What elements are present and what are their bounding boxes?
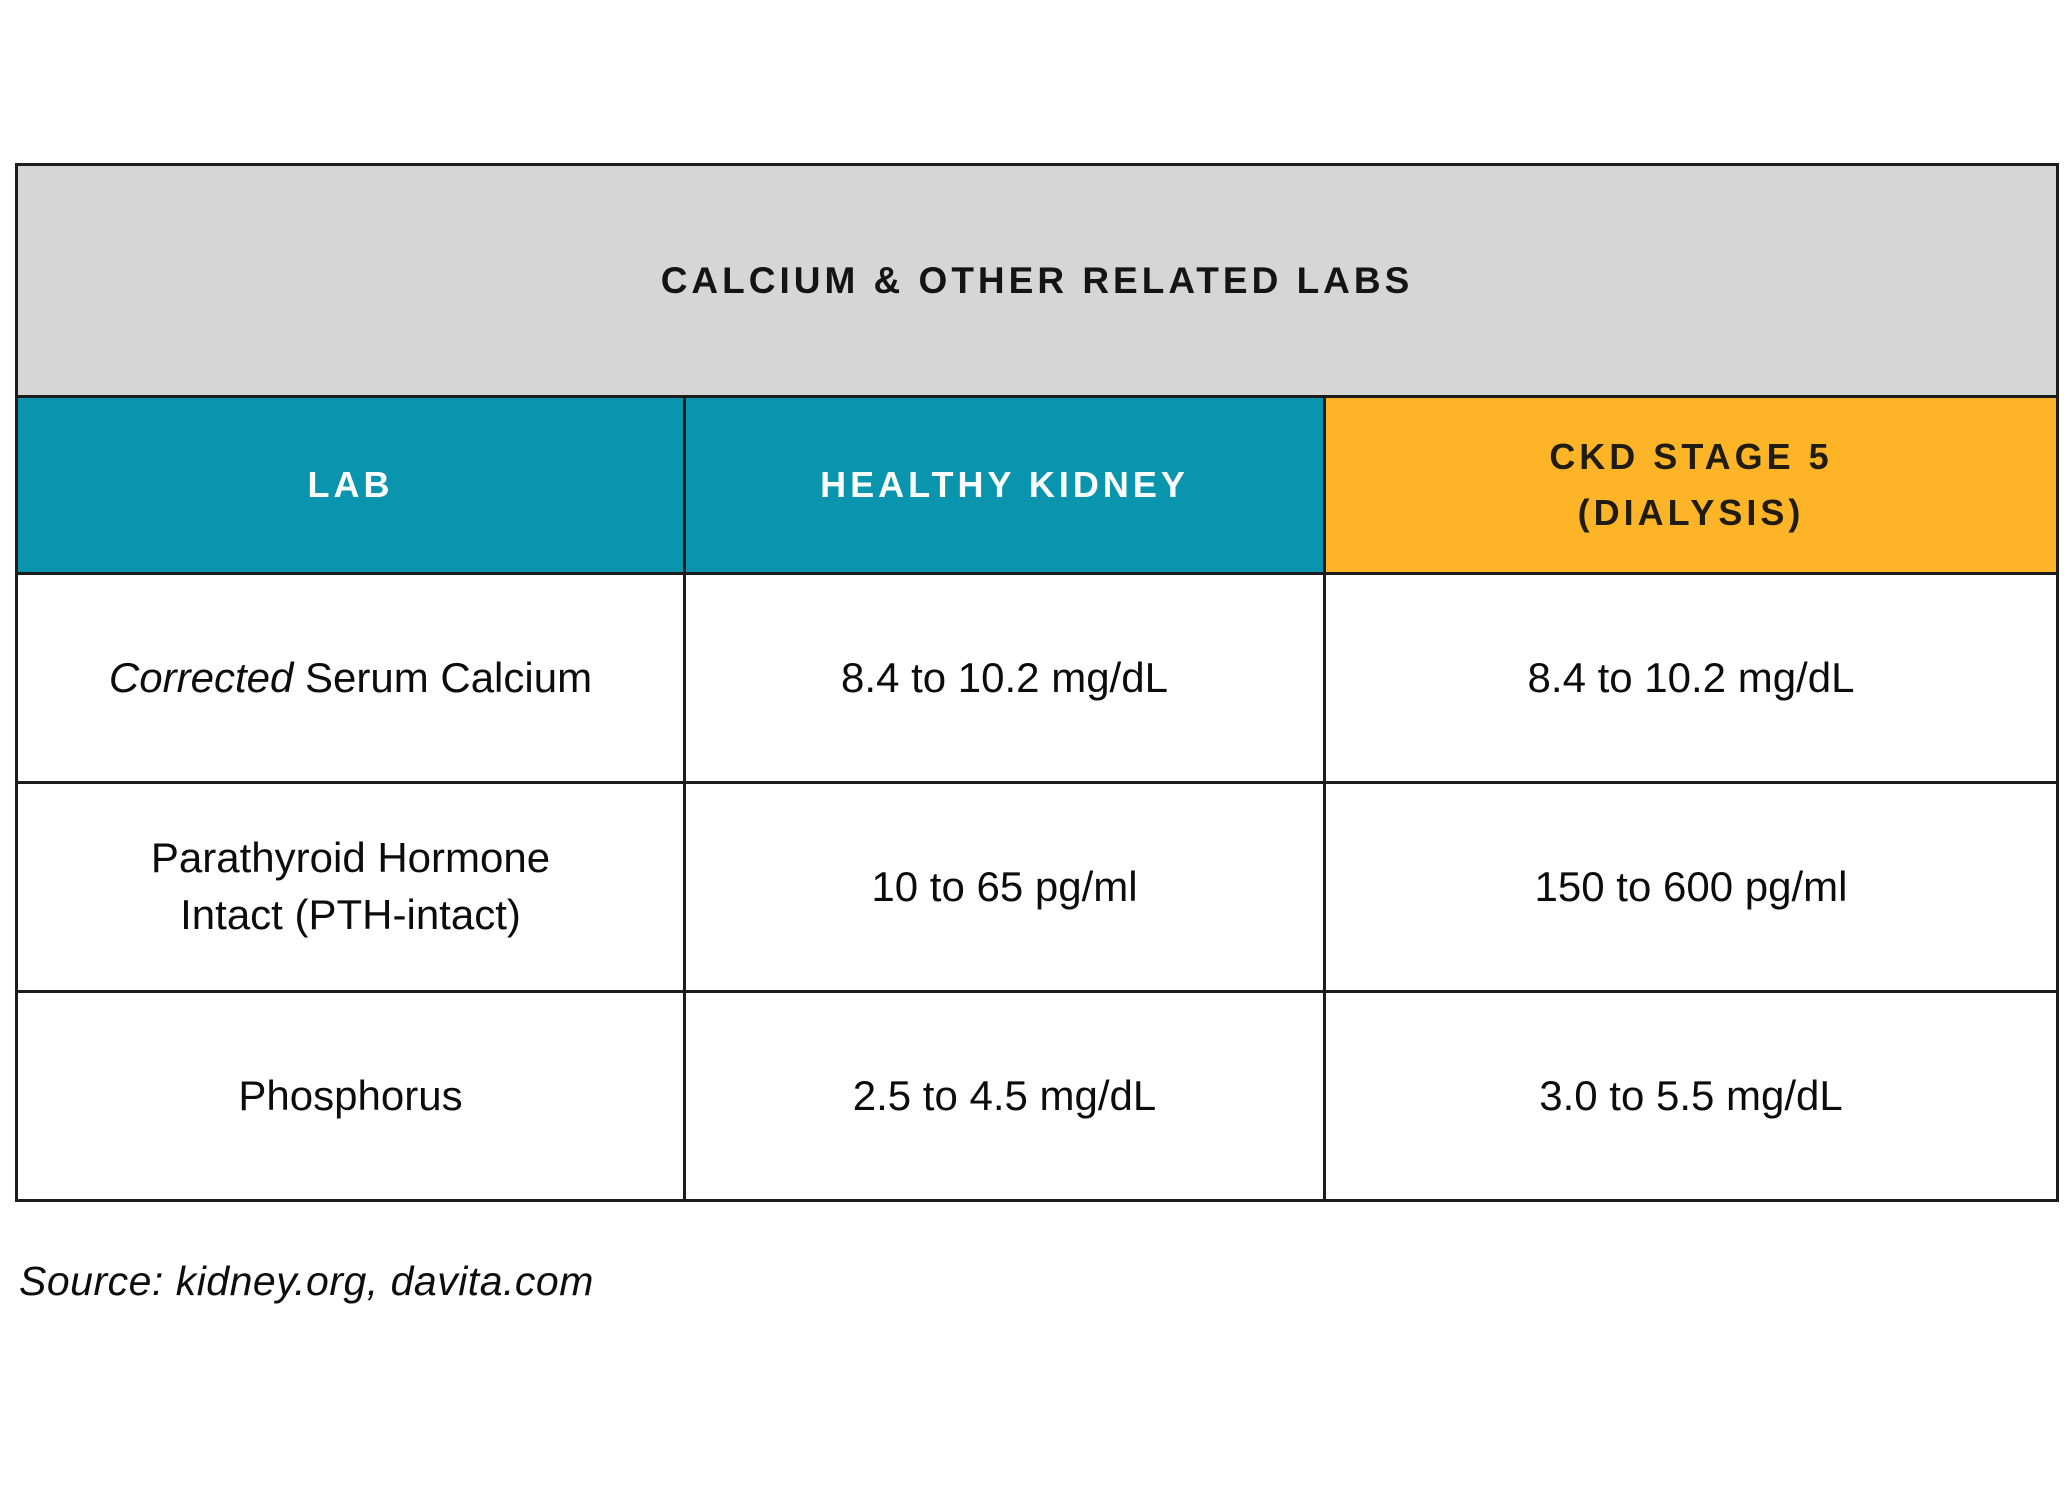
lab-name-italic-part: Corrected [108, 653, 294, 701]
table-title-row: CALCIUM & OTHER RELATED LABS [15, 163, 2059, 398]
table-row: Phosphorus 2.5 to 4.5 mg/dL 3.0 to 5.5 m… [15, 990, 2059, 1202]
ckd-stage5-value-cell: 3.0 to 5.5 mg/dL [1323, 990, 2059, 1202]
lab-name-cell: Parathyroid Hormone Intact (PTH-intact) [15, 781, 686, 993]
table-row: Parathyroid Hormone Intact (PTH-intact) … [15, 781, 2059, 993]
column-header-lab: LAB [15, 395, 686, 575]
healthy-kidney-value-cell: 2.5 to 4.5 mg/dL [683, 990, 1326, 1202]
lab-name-cell: Phosphorus [15, 990, 686, 1202]
table-row: Corrected Serum Calcium 8.4 to 10.2 mg/d… [15, 572, 2059, 784]
source-citation: Source: kidney.org, davita.com [19, 1258, 594, 1304]
ckd-stage5-value-cell: 8.4 to 10.2 mg/dL [1323, 572, 2059, 784]
column-header-ckd-stage5: CKD STAGE 5 (DIALYSIS) [1323, 395, 2059, 575]
table-header-row: LAB HEALTHY KIDNEY CKD STAGE 5 (DIALYSIS… [15, 395, 2059, 575]
healthy-kidney-value-cell: 10 to 65 pg/ml [683, 781, 1326, 993]
labs-table: CALCIUM & OTHER RELATED LABS LAB HEALTHY… [15, 163, 2059, 1202]
ckd-stage5-value-cell: 150 to 600 pg/ml [1323, 781, 2059, 993]
column-header-healthy-kidney: HEALTHY KIDNEY [683, 395, 1326, 575]
healthy-kidney-value-cell: 8.4 to 10.2 mg/dL [683, 572, 1326, 784]
lab-name-cell: Corrected Serum Calcium [15, 572, 686, 784]
lab-name-rest-part: Serum Calcium [293, 653, 593, 701]
table-title: CALCIUM & OTHER RELATED LABS [15, 163, 2059, 398]
